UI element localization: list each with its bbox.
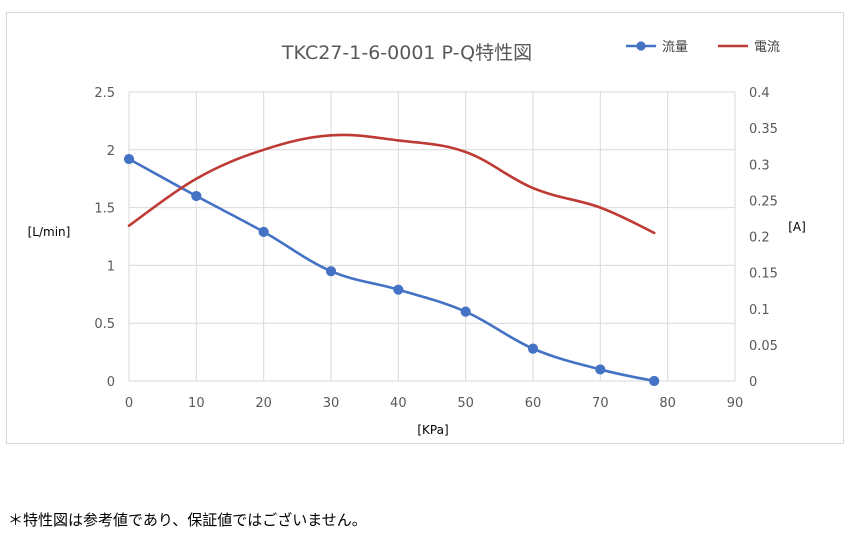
data-point-marker	[258, 226, 269, 237]
x-tick-label: 90	[727, 396, 744, 411]
x-tick-label: 10	[188, 396, 205, 411]
data-point-marker	[460, 306, 471, 317]
x-tick-label: 60	[525, 396, 542, 411]
x-tick-label: 70	[592, 396, 609, 411]
y-right-tick-label: 0.3	[749, 158, 770, 173]
data-point-marker	[393, 284, 404, 295]
data-point-marker	[595, 364, 606, 375]
y-right-tick-label: 0.15	[749, 267, 778, 282]
footnote-text: ＊特性図は参考値であり、保証値ではございません。	[8, 511, 367, 529]
y-right-tick-label: 0.2	[749, 231, 770, 246]
y-right-tick-label: 0.4	[749, 86, 770, 101]
legend-swatch-marker	[636, 41, 646, 51]
y-left-axis-label: [L/min]	[28, 225, 71, 239]
series-line-flow	[127, 157, 656, 383]
y-right-tick-label: 0	[749, 375, 757, 390]
x-axis-label: [KPa]	[417, 423, 448, 437]
y-right-tick-label: 0.35	[749, 122, 778, 137]
legend-label: 流量	[662, 40, 688, 55]
x-tick-label: 40	[390, 396, 407, 411]
chart-area	[6, 12, 844, 444]
legend-label: 電流	[754, 40, 780, 55]
data-point-marker	[649, 375, 660, 387]
data-point-marker	[191, 190, 202, 202]
chart-title: TKC27-1-6-0001 P-Q特性図	[281, 42, 532, 64]
y-left-tick-label: 2.5	[94, 86, 115, 101]
y-left-tick-label: 0	[107, 375, 115, 390]
y-left-tick-label: 0.5	[94, 317, 115, 332]
x-tick-label: 50	[457, 396, 474, 411]
x-tick-label: 80	[659, 396, 676, 411]
x-tick-label: 20	[255, 396, 272, 411]
y-left-tick-label: 2	[107, 144, 115, 159]
series-line-current	[127, 133, 656, 235]
x-tick-label: 0	[125, 396, 133, 411]
y-left-tick-label: 1	[107, 259, 115, 274]
y-right-axis-label: [A]	[788, 220, 806, 234]
y-left-tick-label: 1.5	[94, 202, 115, 217]
y-right-tick-label: 0.05	[749, 339, 778, 354]
data-point-marker	[325, 266, 337, 277]
y-right-tick-label: 0.1	[749, 303, 770, 318]
data-point-marker	[527, 343, 539, 354]
data-point-marker	[123, 153, 135, 165]
x-tick-label: 30	[323, 396, 340, 411]
y-right-tick-label: 0.25	[749, 194, 778, 209]
